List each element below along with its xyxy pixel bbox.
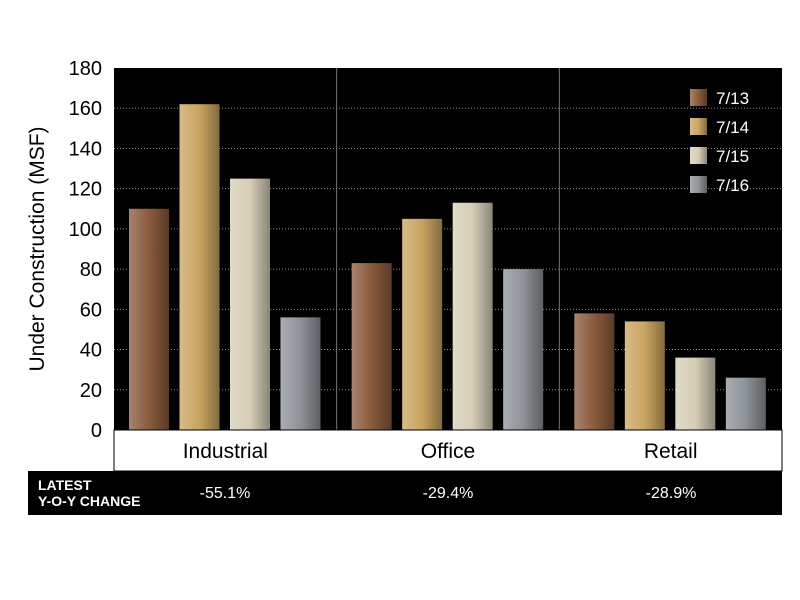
y-tick-label: 140 [69, 138, 102, 160]
legend-label: 7/14 [716, 118, 749, 137]
bar-industrial-7-15 [230, 178, 270, 430]
yoy-change-label: LATEST Y-O-Y CHANGE [38, 477, 178, 509]
y-tick-label: 100 [69, 219, 102, 241]
y-tick-label: 40 [80, 340, 102, 362]
bar-office-7-16 [503, 269, 544, 430]
yoy-change-office: -29.4% [422, 485, 474, 502]
y-tick-label: 0 [91, 420, 102, 442]
bar-retail-7-16 [725, 377, 766, 430]
y-tick-label: 120 [69, 179, 102, 201]
y-tick-label: 80 [80, 259, 102, 281]
legend-label: 7/16 [716, 176, 749, 195]
y-tick-label: 20 [80, 380, 102, 402]
bar-industrial-7-13 [129, 208, 169, 430]
y-axis-label: Under Construction (MSF) [26, 126, 49, 371]
x-category-label: Retail [644, 440, 698, 463]
bar-retail-7-15 [675, 357, 716, 430]
footer-band [28, 471, 782, 515]
y-tick-label: 60 [80, 299, 102, 321]
yoy-label-line2: Y-O-Y CHANGE [38, 493, 141, 509]
bar-retail-7-13 [574, 313, 615, 430]
legend-label: 7/15 [716, 147, 749, 166]
yoy-change-retail: -28.9% [645, 485, 697, 502]
bar-retail-7-14 [624, 321, 665, 430]
legend-swatch [690, 147, 707, 164]
yoy-change-industrial: -55.1% [199, 485, 251, 502]
bar-office-7-13 [351, 263, 392, 430]
bar-office-7-14 [402, 218, 443, 430]
y-tick-label: 180 [69, 58, 102, 80]
y-tick-label: 160 [69, 98, 102, 120]
legend-label: 7/13 [716, 89, 749, 108]
legend-swatch [690, 118, 707, 135]
x-category-label: Industrial [183, 440, 268, 463]
yoy-label-line1: LATEST [38, 477, 92, 493]
x-category-label: Office [421, 440, 475, 463]
bar-industrial-7-16 [280, 317, 321, 430]
bar-industrial-7-14 [179, 104, 220, 430]
legend-swatch [690, 176, 707, 193]
bar-office-7-15 [452, 202, 493, 430]
legend-swatch [690, 89, 707, 106]
plot-background [114, 68, 782, 430]
